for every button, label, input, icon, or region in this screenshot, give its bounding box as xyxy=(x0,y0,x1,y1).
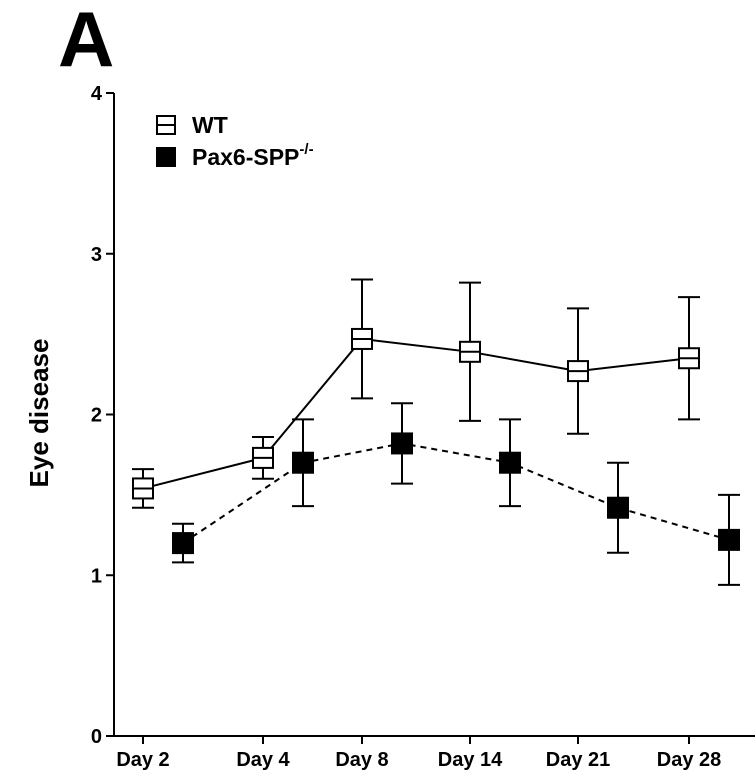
x-tick-label: Day 8 xyxy=(335,749,388,771)
axes: 0 1 2 3 4 Day 2 Day 4 Day 8 Day 14 Day 21 Day 28 xyxy=(91,83,755,771)
panel-label: A xyxy=(58,0,114,83)
data-point xyxy=(292,451,314,474)
x-tick-label: Day 14 xyxy=(438,749,503,771)
legend-label-pax6-name: Pax6-SPP xyxy=(192,144,299,170)
series-pax6-spp xyxy=(172,402,740,586)
y-tick-label: 4 xyxy=(91,83,103,105)
legend-label-wt: WT xyxy=(192,112,228,138)
data-point xyxy=(172,532,194,555)
data-point xyxy=(391,432,413,455)
data-point xyxy=(607,496,629,519)
series-wt xyxy=(132,278,700,509)
legend-label-pax6-superscript: -/- xyxy=(299,141,313,158)
legend: WT Pax6-SPP-/- xyxy=(156,112,314,170)
data-point xyxy=(718,528,740,551)
series-line xyxy=(142,337,690,490)
y-tick-label: 1 xyxy=(91,565,102,587)
y-axis-title: Eye disease xyxy=(24,339,54,488)
data-point xyxy=(499,451,521,474)
x-tick-label: Day 21 xyxy=(546,749,611,771)
y-tick-label: 0 xyxy=(91,726,102,748)
y-tick-label: 3 xyxy=(91,244,102,266)
y-tick-label: 2 xyxy=(91,405,102,427)
x-tick-label: Day 28 xyxy=(657,749,722,771)
x-tick-label: Day 2 xyxy=(116,749,169,771)
series-layer xyxy=(132,278,740,586)
series-line xyxy=(182,442,730,544)
legend-label-pax6: Pax6-SPP-/- xyxy=(192,141,314,170)
legend-marker-pax6 xyxy=(156,147,176,167)
x-tick-label: Day 4 xyxy=(236,749,290,771)
